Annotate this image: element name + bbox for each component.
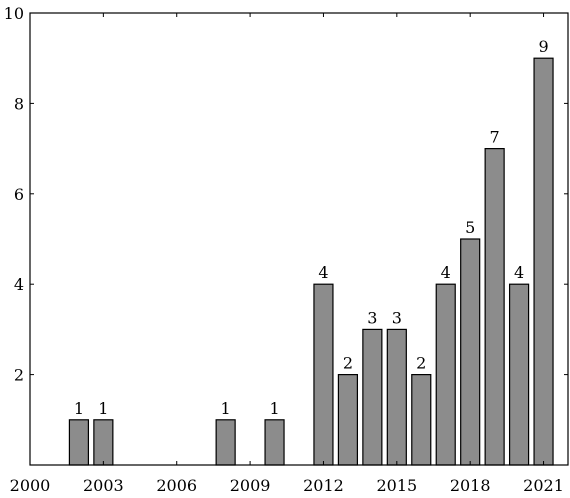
y-tick-label: 2 [14,366,24,385]
bar-2019 [484,148,505,466]
x-tick-label: 2009 [230,476,271,495]
x-axis: 2000 2003 2006 2009 2012 2015 2018 2021 [10,13,564,495]
data-label-2002: 1 [74,399,84,418]
x-tick-label: 2006 [156,476,197,495]
y-axis: 2 4 6 8 10 [4,4,568,385]
data-label-2015: 3 [392,308,402,327]
data-label-2016: 2 [416,354,426,373]
y-tick-label: 8 [14,94,24,113]
data-label-2019: 7 [490,128,500,147]
bar-2008 [215,419,236,466]
data-label-2013: 2 [343,354,353,373]
bar-2016 [411,374,432,466]
data-label-2003: 1 [98,399,108,418]
x-tick-label: 2003 [83,476,124,495]
bar-2017 [435,283,456,466]
data-label-2017: 4 [441,263,451,282]
bar-2020 [508,283,530,466]
x-tick-label: 2012 [303,476,344,495]
bar-2018 [460,238,481,466]
x-tick-label: 2018 [450,476,491,495]
y-tick-label: 4 [14,275,24,294]
bar-2010 [264,419,285,466]
data-label-2014: 3 [367,308,377,327]
bar-2014 [362,328,383,466]
data-label-2012: 4 [318,263,328,282]
y-tick-label: 10 [4,4,24,23]
bar-2002 [68,419,90,466]
x-tick-label: 2021 [523,476,564,495]
x-tick-label: 2015 [376,476,417,495]
data-label-2008: 1 [221,399,231,418]
bars-group [68,57,554,466]
plot-frame [29,12,569,466]
data-label-2018: 5 [465,218,475,237]
bar-2015 [386,328,407,466]
bar-2012 [313,283,334,466]
bar-2021 [533,57,554,466]
bar-2003 [93,419,114,466]
data-label-2021: 9 [538,37,548,56]
bar-2013 [337,374,359,466]
x-tick-label: 2000 [10,476,51,495]
y-tick-label: 6 [14,185,24,204]
data-label-2010: 1 [269,399,279,418]
data-label-2020: 4 [514,263,524,282]
